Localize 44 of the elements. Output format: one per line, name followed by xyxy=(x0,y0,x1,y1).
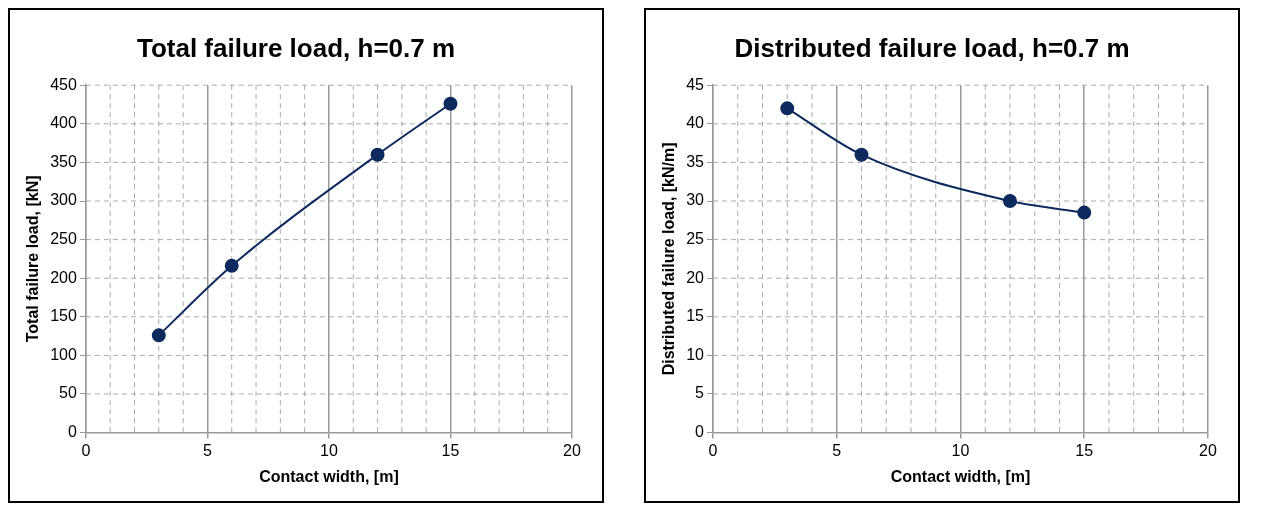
y-tick-label: 5 xyxy=(695,384,705,402)
point xyxy=(1003,194,1017,208)
y-tick-label: 300 xyxy=(50,191,77,209)
x-tick-label: 5 xyxy=(202,441,212,459)
x-tick-label: 5 xyxy=(832,441,842,459)
x-tick-label: 20 xyxy=(1199,441,1217,459)
y-tick-label: 200 xyxy=(50,268,77,286)
x-tick-label: 10 xyxy=(320,441,338,459)
y-tick-label: 400 xyxy=(50,114,77,132)
x-tick-label: 20 xyxy=(563,441,581,459)
y-tick-label: 45 xyxy=(686,75,705,93)
y-tick-label: 40 xyxy=(686,114,705,132)
point xyxy=(1077,205,1092,220)
y-tick-label: 50 xyxy=(59,384,77,402)
x-axis-title: Contact width, [m] xyxy=(890,467,1031,485)
y-tick-label: 0 xyxy=(67,423,77,441)
y-tick-label: 100 xyxy=(50,345,77,363)
y-axis-title: Total failure load, [kN] xyxy=(24,175,42,343)
y-tick-label: 250 xyxy=(50,230,77,248)
x-tick-label: 0 xyxy=(81,441,91,459)
y-tick-label: 450 xyxy=(50,75,77,93)
point xyxy=(854,147,869,162)
y-tick-label: 15 xyxy=(686,307,705,325)
y-tick-label: 0 xyxy=(695,423,705,441)
y-axis-title: Distributed failure load, [kN/m] xyxy=(660,142,678,376)
point xyxy=(224,258,239,273)
x-tick-label: 10 xyxy=(951,441,970,459)
y-tick-label: 25 xyxy=(686,230,705,248)
point xyxy=(151,328,166,343)
y-tick-label: 350 xyxy=(50,152,77,170)
point xyxy=(780,101,795,116)
y-tick-label: 10 xyxy=(686,345,705,363)
chart-title: Distributed failure load, h=0.7 m xyxy=(734,32,1130,63)
x-tick-label: 15 xyxy=(1075,441,1094,459)
point xyxy=(370,147,385,162)
x-tick-label: 0 xyxy=(708,441,718,459)
y-tick-label: 35 xyxy=(686,152,705,170)
chart-title: Total failure load, h=0.7 m xyxy=(136,32,456,63)
y-tick-label: 30 xyxy=(686,191,705,209)
x-axis-title: Contact width, [m] xyxy=(259,467,399,485)
point xyxy=(443,96,458,111)
y-tick-label: 150 xyxy=(50,307,77,325)
y-tick-label: 20 xyxy=(686,268,705,286)
x-tick-label: 15 xyxy=(441,441,460,459)
